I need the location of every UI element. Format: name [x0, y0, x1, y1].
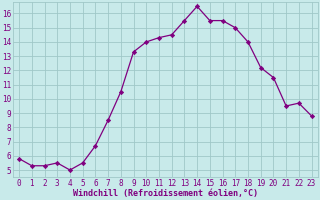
- X-axis label: Windchill (Refroidissement éolien,°C): Windchill (Refroidissement éolien,°C): [73, 189, 258, 198]
